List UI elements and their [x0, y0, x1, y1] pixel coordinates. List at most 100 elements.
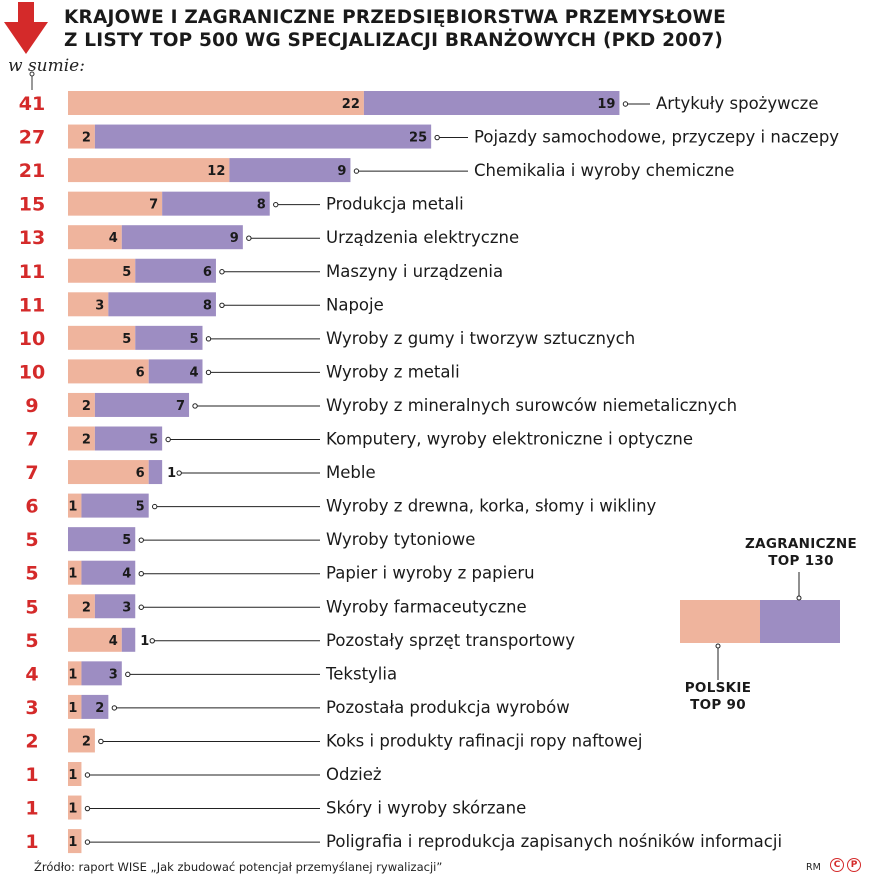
bar-segment-domestic: [68, 258, 136, 283]
row-total-value: 5: [25, 529, 38, 551]
bar-segment-domestic: [68, 795, 82, 820]
bar-segment-domestic: [68, 627, 122, 652]
bar-segment-foreign: [94, 124, 432, 149]
bar-segment-domestic: [68, 225, 122, 250]
category-label: Papier i wyroby z papieru: [326, 564, 535, 583]
bar-value-foreign: 8: [257, 198, 266, 213]
totals-column-header: w sumie:: [8, 56, 85, 76]
bar-value-foreign: 3: [122, 600, 131, 615]
row-total-value: 5: [25, 630, 38, 652]
bar-value-foreign: 5: [122, 533, 131, 548]
leader-dot: [205, 369, 212, 376]
bar-value-foreign: 6: [203, 265, 212, 280]
bar-segment-foreign: [81, 694, 109, 719]
bar-value-foreign: 2: [95, 701, 104, 716]
leader-dot: [273, 201, 279, 208]
bar-value-domestic: 22: [342, 97, 360, 112]
bar-value-foreign: 9: [230, 231, 239, 246]
row-total-value: 13: [19, 227, 45, 249]
row-total-value: 1: [25, 764, 38, 786]
category-label: Urządzenia elektryczne: [326, 228, 519, 247]
bar-value-domestic: 5: [122, 265, 131, 280]
row-total-value: 6: [25, 496, 38, 518]
category-label: Komputery, wyroby elektroniczne i optycz…: [326, 430, 693, 449]
row-total-value: 7: [25, 429, 38, 451]
bar-segment-foreign: [148, 359, 203, 384]
bar-value-foreign: 3: [109, 667, 118, 682]
bar-segment-domestic: [68, 191, 163, 216]
bar-value-foreign: 25: [409, 131, 427, 146]
bar-segment-foreign: [229, 158, 351, 183]
category-label: Wyroby z drewna, korka, słomy i wikliny: [326, 497, 657, 516]
bar-segment-foreign: [68, 527, 136, 552]
leader-dot: [125, 671, 131, 678]
chart-title-line-1: KRAJOWE I ZAGRANICZNE PRZEDSIĘBIORSTWA P…: [64, 7, 726, 28]
leader-dot: [165, 436, 171, 443]
bar-value-foreign: 1: [167, 466, 176, 481]
bar-segment-domestic: [68, 762, 82, 786]
row-total-value: 10: [19, 328, 45, 350]
bar-segment-foreign: [135, 258, 216, 283]
category-label: Artykuły spożywcze: [656, 94, 818, 113]
leader-dot: [192, 403, 198, 409]
leader-dot: [353, 168, 360, 174]
bar-segment-foreign: [94, 594, 136, 619]
leader-dot: [84, 772, 91, 778]
bar-value-domestic: 2: [82, 131, 91, 146]
row-total-value: 1: [25, 831, 38, 853]
bar-segment-domestic: [68, 292, 109, 317]
legend-foreign-subtitle: TOP 130: [768, 553, 834, 569]
category-label: Napoje: [326, 295, 384, 314]
bar-segment-domestic: [68, 426, 95, 451]
author-credit: RM: [806, 862, 821, 873]
legend-foreign-title: ZAGRANICZNE: [745, 536, 857, 552]
bar-segment-foreign: [81, 560, 136, 585]
bar-value-domestic: 5: [122, 332, 131, 347]
bar-segment-foreign: [121, 627, 136, 652]
bar-value-domestic: 12: [207, 164, 225, 179]
leader-dot: [111, 705, 118, 711]
bar-value-domestic: 1: [68, 567, 77, 582]
category-label: Wyroby tytoniowe: [326, 530, 475, 549]
bar-value-domestic: 3: [95, 298, 104, 313]
down-arrow-shape: [4, 2, 48, 54]
bar-value-domestic: 6: [136, 365, 145, 380]
copyright-c-badge-icon: C: [830, 858, 844, 872]
bar-value-domestic: 1: [68, 500, 77, 515]
bar-value-foreign: 8: [203, 298, 212, 313]
bar-segment-domestic: [68, 124, 95, 149]
category-label: Pozostała produkcja wyrobów: [326, 698, 570, 717]
bar-segment-domestic: [68, 91, 364, 115]
chart-title-line-2: Z LISTY TOP 500 WG SPECJALIZACJI BRANŻOW…: [64, 30, 724, 51]
bar-value-domestic: 1: [68, 802, 77, 817]
legend-domestic-dot: [715, 643, 721, 649]
category-label: Produkcja metali: [326, 195, 464, 214]
bar-value-foreign: 4: [189, 365, 198, 380]
bar-segment-foreign: [108, 292, 216, 317]
bar-value-foreign: 7: [176, 399, 185, 414]
bar-segment-domestic: [68, 325, 136, 350]
leader-dot: [152, 503, 158, 510]
legend-swatch-foreign: [760, 600, 840, 643]
row-total-value: 15: [19, 194, 45, 216]
bar-segment-domestic: [68, 493, 82, 518]
leader-dot: [434, 134, 440, 141]
legend-domestic-subtitle: TOP 90: [690, 697, 746, 713]
leader-dot: [138, 537, 144, 543]
bar-value-foreign: 5: [189, 332, 198, 347]
chart-header: KRAJOWE I ZAGRANICZNE PRZEDSIĘBIORSTWA P…: [0, 0, 876, 60]
category-label: Wyroby z metali: [326, 362, 460, 381]
bar-value-foreign: 19: [597, 97, 615, 112]
bar-value-domestic: 7: [149, 198, 158, 213]
bar-value-foreign: 1: [140, 634, 149, 649]
bar-value-domestic: 1: [68, 768, 77, 783]
row-total-value: 27: [19, 127, 45, 149]
row-total-value: 4: [25, 663, 38, 685]
category-label: Meble: [326, 463, 376, 482]
bar-value-domestic: 4: [109, 231, 118, 246]
bar-segment-domestic: [68, 661, 82, 686]
leader-dot: [84, 805, 91, 812]
leader-dot: [84, 839, 91, 845]
bar-value-foreign: 9: [337, 164, 346, 179]
legend-swatch-domestic: [680, 600, 760, 643]
